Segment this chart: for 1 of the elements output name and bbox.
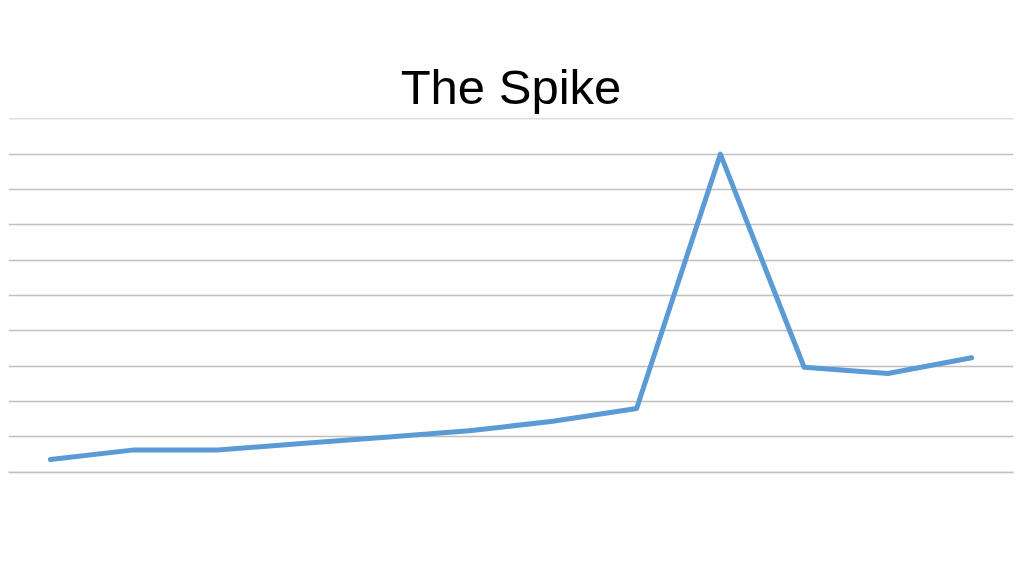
chart-title: The Spike [400,59,622,114]
